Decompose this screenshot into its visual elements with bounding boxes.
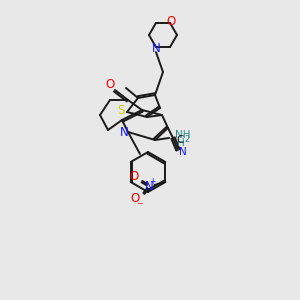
Text: S: S — [117, 104, 125, 118]
Text: O: O — [130, 170, 139, 184]
Text: N: N — [145, 179, 154, 193]
Text: O: O — [105, 79, 115, 92]
Text: O: O — [167, 15, 176, 28]
Text: 2: 2 — [184, 134, 190, 143]
Text: N: N — [179, 147, 187, 157]
Text: O: O — [131, 193, 140, 206]
Text: −: − — [136, 200, 142, 208]
Text: C: C — [176, 135, 183, 145]
Text: NH: NH — [175, 130, 190, 140]
Text: N: N — [152, 42, 160, 55]
Text: N: N — [120, 125, 128, 139]
Text: H: H — [177, 138, 185, 148]
Text: +: + — [149, 176, 155, 185]
